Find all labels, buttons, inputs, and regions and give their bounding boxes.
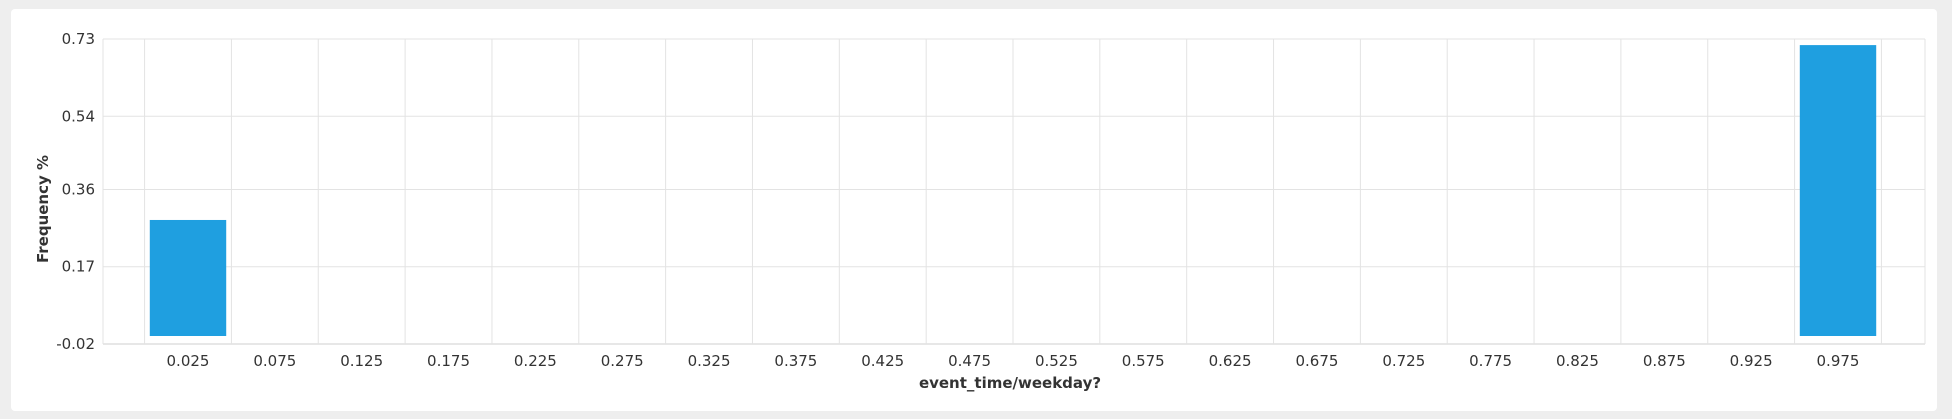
y-axis-title: Frequency % [34,155,52,263]
x-tick-label: 0.025 [167,352,210,370]
x-tick-label: 0.125 [340,352,383,370]
x-tick-label: 0.525 [1035,352,1078,370]
x-tick-label: 0.775 [1469,352,1512,370]
x-tick-label: 0.925 [1730,352,1773,370]
bars [149,45,1877,336]
x-tick-label: 0.325 [688,352,731,370]
x-tick-label: 0.875 [1643,352,1686,370]
x-axis-ticks: 0.025 0.075 0.125 0.175 0.225 0.275 0.325 0.375… [167,352,1860,370]
y-tick-label: 0.17 [62,258,95,276]
x-tick-label: 0.575 [1122,352,1165,370]
x-tick-label: 0.825 [1556,352,1599,370]
y-tick-label: 0.36 [62,180,95,198]
x-axis-title: event_time/weekday? [919,374,1101,392]
x-tick-label: 0.475 [948,352,991,370]
bar[interactable] [1799,45,1877,336]
x-tick-label: 0.075 [253,352,296,370]
x-tick-label: 0.975 [1817,352,1860,370]
x-tick-label: 0.675 [1295,352,1338,370]
bar[interactable] [149,219,227,336]
grid [102,38,1926,345]
y-tick-label: 0.73 [62,30,95,48]
x-tick-label: 0.425 [861,352,904,370]
y-tick-label: -0.02 [56,335,95,353]
x-tick-label: 0.725 [1382,352,1425,370]
x-tick-label: 0.225 [514,352,557,370]
x-tick-label: 0.375 [774,352,817,370]
y-axis-ticks: 0.73 0.54 0.36 0.17 -0.02 [56,30,95,353]
x-tick-label: 0.175 [427,352,470,370]
x-tick-label: 0.625 [1209,352,1252,370]
y-tick-label: 0.54 [62,107,95,125]
x-tick-label: 0.275 [601,352,644,370]
